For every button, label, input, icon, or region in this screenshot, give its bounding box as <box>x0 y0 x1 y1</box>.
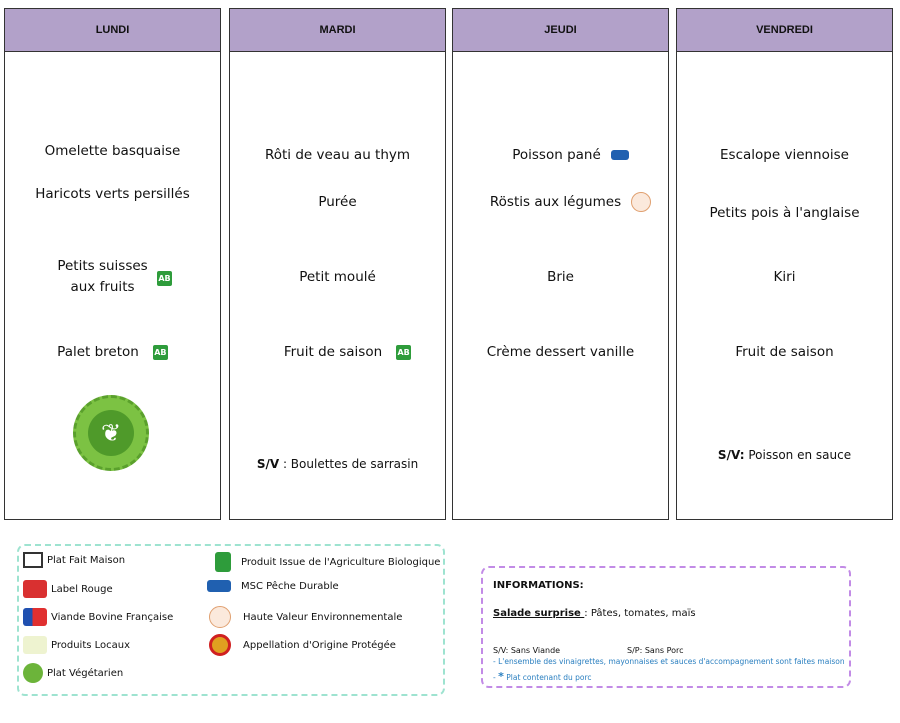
menu-item: Omelette basquaise <box>44 143 181 159</box>
sp-legend: S/P: Sans Porc <box>627 646 684 655</box>
hve-icon <box>631 192 652 212</box>
menu-item: Petit moulé <box>299 269 376 285</box>
menu-item: Escalope viennoise <box>720 147 849 163</box>
day-column-lundi: LUNDI Omelette basquaise Haricots verts … <box>4 8 221 520</box>
info-title: INFORMATIONS: <box>493 580 584 591</box>
ab-icon: AB <box>396 344 412 360</box>
msc-icon <box>610 150 629 160</box>
salade-line: Salade surprise : Pâtes, tomates, maïs <box>493 608 696 619</box>
legend-item: Produit Issue de l'Agriculture Biologiqu… <box>215 552 440 572</box>
sv-legend: S/V: Sans Viande <box>493 646 561 655</box>
ab-icon <box>215 552 231 572</box>
menu-item: Palet breton AB <box>57 344 168 360</box>
vbf-icon <box>23 608 47 626</box>
legend-item: Appellation d'Origine Protégée <box>209 634 396 656</box>
day-column-mardi: MARDI Rôti de veau au thym Purée Petit m… <box>229 8 446 520</box>
menu-item-line: aux fruits <box>70 279 135 295</box>
legend-item: Plat Végétarien <box>23 663 123 683</box>
menu-item: Petits pois à l'anglaise <box>709 205 860 221</box>
legend-item: Viande Bovine Française <box>23 608 173 626</box>
label-rouge-icon <box>23 580 47 598</box>
menu-item: Haricots verts persillés <box>35 186 190 202</box>
note-pork: - * Plat contenant du porc <box>493 670 592 683</box>
vegetarian-leaf-icon <box>23 663 43 683</box>
menu-item: Fruit de saison <box>735 344 834 360</box>
menu-item: Röstis aux légumes <box>473 192 668 213</box>
menu-item: Petits suisses aux fruits <box>0 256 220 298</box>
note-homemade-sauces: - L'ensemble des vinaigrettes, mayonnais… <box>493 657 845 666</box>
menu-item: Fruit de saison AB <box>283 344 412 360</box>
sans-viande-item: S/V: Poisson en sauce <box>717 448 852 462</box>
produits-locaux-icon <box>23 636 47 654</box>
legend-item: MSC Pêche Durable <box>207 580 339 592</box>
legend-box: Plat Fait Maison Label Rouge Viande Bovi… <box>17 544 445 696</box>
vegetarian-badge-icon: ❦ <box>73 395 149 471</box>
ab-icon: AB <box>152 344 168 360</box>
day-header: VENDREDI <box>677 9 892 52</box>
menu-item: Purée <box>318 194 357 210</box>
day-header: JEUDI <box>453 9 668 52</box>
day-header: LUNDI <box>5 9 220 52</box>
legend-item: Label Rouge <box>23 580 113 598</box>
day-column-jeudi: JEUDI Poisson pané Röstis aux légumes Br… <box>452 8 669 520</box>
msc-icon <box>207 580 231 592</box>
information-box: INFORMATIONS: Salade surprise : Pâtes, t… <box>481 566 851 688</box>
legend-item: Plat Fait Maison <box>23 552 125 568</box>
menu-item: Poisson pané <box>473 145 668 166</box>
legend-item: Haute Valeur Environnementale <box>209 606 402 628</box>
day-header: MARDI <box>230 9 445 52</box>
day-column-vendredi: VENDREDI Escalope viennoise Petits pois … <box>676 8 893 520</box>
hve-icon <box>209 606 231 628</box>
menu-item: Crème dessert vanille <box>486 344 635 360</box>
menu-item: Rôti de veau au thym <box>264 147 411 163</box>
house-icon <box>23 552 43 568</box>
menu-item: Kiri <box>773 269 796 285</box>
menu-item-line: Petits suisses <box>57 258 148 274</box>
aop-icon <box>209 634 231 656</box>
menu-item: Brie <box>547 269 574 285</box>
legend-item: Produits Locaux <box>23 636 130 654</box>
ab-icon: AB <box>157 271 172 286</box>
sans-viande-item: S/V : Boulettes de sarrasin <box>256 457 419 471</box>
